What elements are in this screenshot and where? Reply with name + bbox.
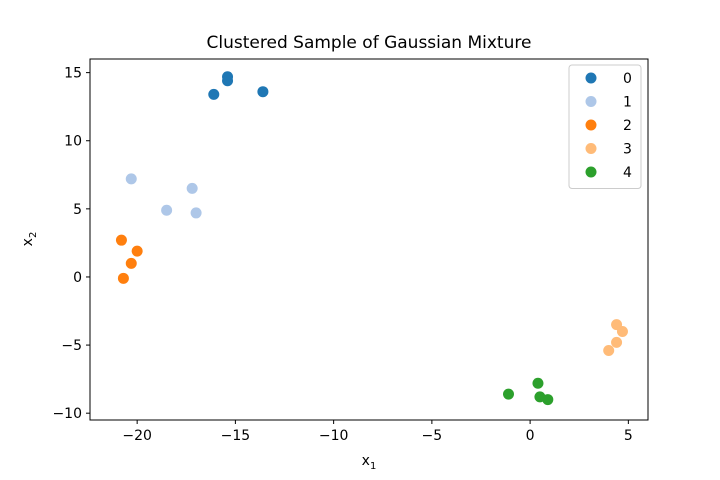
legend-marker-2 (585, 119, 597, 131)
data-point-series-4 (532, 377, 544, 389)
data-point-series-4 (503, 388, 514, 400)
legend-label-4: 4 (623, 165, 632, 181)
y-tick-label: −5 (61, 338, 82, 354)
legend-marker-4 (585, 166, 597, 178)
y-axis-title: x2 (20, 232, 39, 247)
series-3 (603, 319, 628, 357)
y-tick-label: 15 (64, 66, 82, 82)
data-point-series-2 (125, 257, 137, 269)
data-point-series-1 (186, 182, 198, 194)
y-tick-label: 0 (73, 270, 82, 286)
legend-label-3: 3 (623, 142, 632, 158)
legend-marker-3 (585, 143, 597, 154)
data-point-series-2 (115, 234, 127, 246)
series-1 (125, 173, 202, 219)
data-point-series-0 (222, 75, 234, 87)
legend-label-1: 1 (623, 95, 632, 111)
legend: 0 1 2 3 4 (568, 64, 642, 189)
data-point-series-2 (131, 245, 143, 257)
plot-area (115, 71, 628, 406)
legend-marker-1 (585, 96, 597, 107)
y-tick-label: 10 (64, 134, 82, 150)
data-point-series-3 (603, 345, 615, 357)
series-4 (503, 377, 554, 406)
data-point-series-4 (542, 394, 554, 406)
legend-label-2: 2 (623, 118, 632, 134)
x-tick-label: 0 (526, 428, 535, 444)
data-point-series-0 (257, 86, 269, 98)
x-tick-label: −5 (422, 428, 443, 444)
chart-title: Clustered Sample of Gaussian Mixture (207, 33, 532, 53)
data-point-series-3 (611, 336, 623, 348)
legend-label-0: 0 (623, 71, 632, 87)
y-tick-label: 5 (73, 202, 82, 218)
x-tick-label: 5 (624, 428, 633, 444)
data-point-series-2 (117, 272, 129, 284)
legend-marker-0 (585, 72, 597, 84)
y-tick-label: −10 (52, 406, 82, 422)
data-point-series-1 (190, 207, 202, 219)
series-0 (208, 71, 269, 100)
data-point-series-1 (125, 173, 137, 185)
series-2 (115, 234, 143, 284)
x-tick-label: −10 (319, 428, 349, 444)
x-tick-label: −15 (221, 428, 251, 444)
data-point-series-3 (616, 325, 628, 337)
plot-frame (89, 58, 649, 421)
x-tick-label: −20 (122, 428, 152, 444)
data-point-series-1 (161, 204, 173, 216)
data-point-series-0 (208, 88, 220, 100)
legend-box (568, 64, 642, 189)
x-axis-title: x1 (362, 453, 377, 472)
